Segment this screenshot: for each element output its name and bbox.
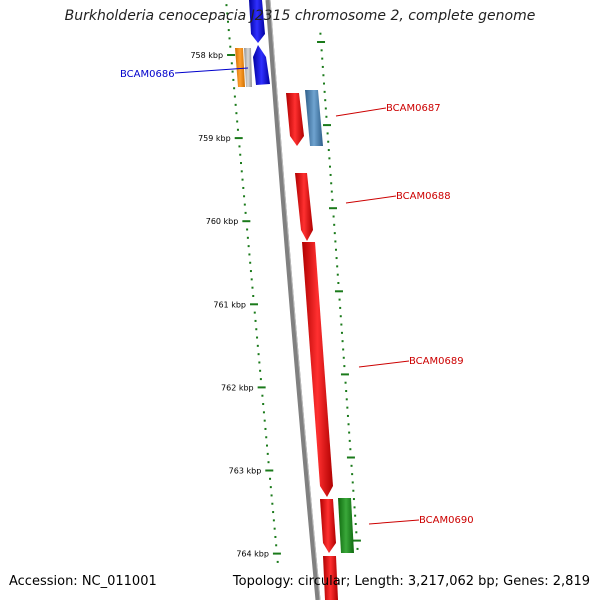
label-leaders xyxy=(174,67,420,525)
feature-grey[interactable] xyxy=(244,48,252,87)
gene-label-bcam0690[interactable]: BCAM0690 xyxy=(419,515,474,526)
feature-steelblue[interactable] xyxy=(305,90,323,146)
gene-label-bcam0688[interactable]: BCAM0688 xyxy=(396,191,451,202)
gene-feature-blue-top[interactable] xyxy=(249,0,265,43)
ruler-label: 764 kbp xyxy=(236,550,269,559)
gene-label-bcam0686[interactable]: BCAM0686 xyxy=(120,69,175,80)
feature-track xyxy=(235,0,354,600)
gene-feature-bcam0690[interactable] xyxy=(320,499,336,553)
gene-feature-red-bottom[interactable] xyxy=(323,556,338,600)
feature-green[interactable] xyxy=(338,498,354,553)
ruler-label: 763 kbp xyxy=(229,467,262,476)
ruler-labels: 758 kbp 759 kbp 760 kbp 761 kbp 762 kbp 763 k… xyxy=(190,51,268,559)
leader-bcam0687 xyxy=(335,107,387,117)
ruler-label: 758 kbp xyxy=(190,51,223,60)
leader-bcam0690 xyxy=(368,519,420,525)
gene-label-bcam0689[interactable]: BCAM0689 xyxy=(409,356,464,367)
leader-bcam0686 xyxy=(174,67,249,74)
leader-bcam0688 xyxy=(345,195,397,204)
ruler-ticks-left xyxy=(225,4,281,563)
gene-feature-bcam0686[interactable] xyxy=(253,45,270,85)
chromosome-backbone-highlight xyxy=(269,0,321,600)
ruler-label: 760 kbp xyxy=(206,217,239,226)
feature-orange[interactable] xyxy=(235,48,245,87)
map-title: Burkholderia cenocepacia J2315 chromosom… xyxy=(64,8,536,24)
ruler-ticks-right xyxy=(317,32,361,550)
gene-feature-bcam0689[interactable] xyxy=(302,242,333,497)
gene-label-bcam0687[interactable]: BCAM0687 xyxy=(386,103,441,114)
ruler-label: 759 kbp xyxy=(198,134,231,143)
chromosome-backbone xyxy=(265,0,321,600)
leader-bcam0689 xyxy=(358,360,410,368)
ruler-label: 761 kbp xyxy=(213,300,246,309)
gene-feature-bcam0687[interactable] xyxy=(286,93,304,146)
topology-text: Topology: circular; Length: 3,217,062 bp… xyxy=(232,574,590,589)
gene-feature-bcam0688[interactable] xyxy=(295,173,313,241)
ruler-label: 762 kbp xyxy=(221,383,254,392)
accession-text: Accession: NC_011001 xyxy=(9,574,157,589)
